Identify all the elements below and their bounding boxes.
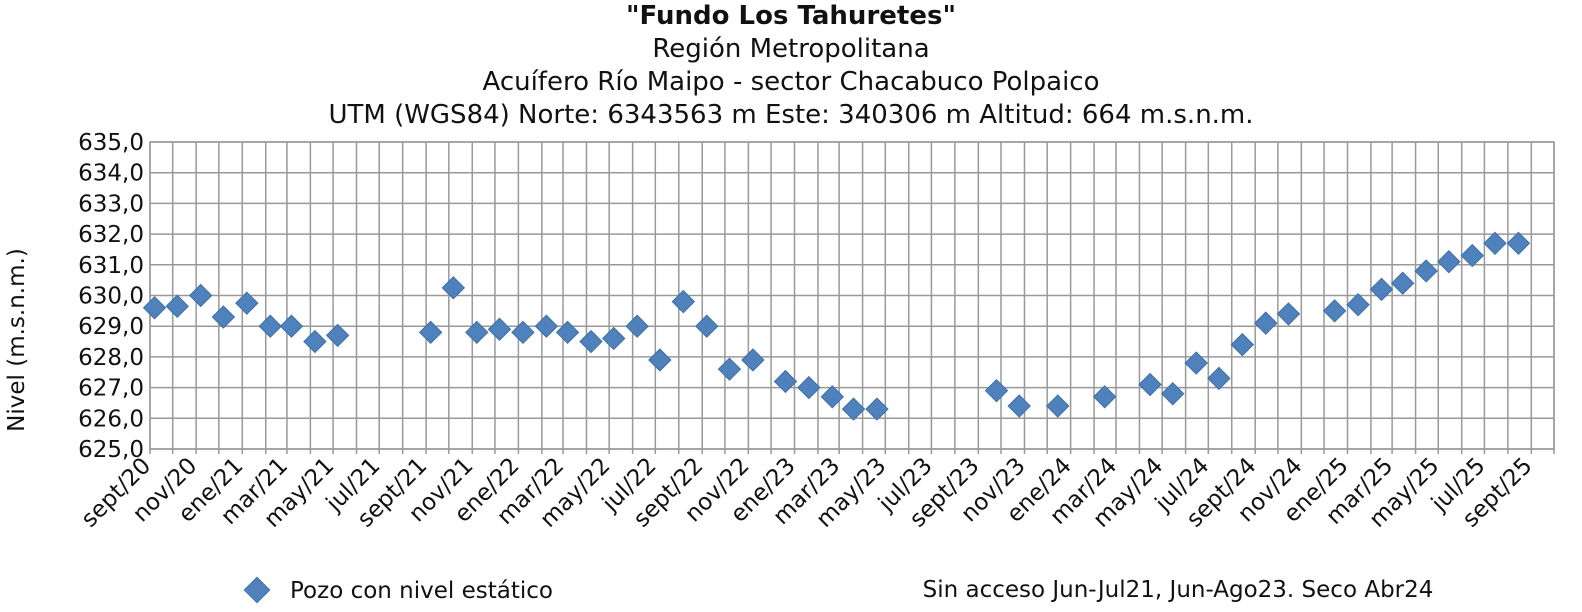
data-point [487,317,512,341]
data-point [625,314,649,338]
legend: Pozo con nivel estático [243,576,553,604]
y-tick-label: 634,0 [78,161,144,187]
data-point [1184,351,1208,375]
y-tick-label: 625,0 [78,437,144,463]
legend-marker-icon [243,576,271,604]
y-axis-ticks: 625,0 626,0 627,0 628,0 629,0 630,0 631,0 632,0… [78,130,144,463]
data-point [602,326,626,351]
data-point [235,291,259,315]
x-axis-ticks: sept/20nov/20ene/21mar/21may/21jul/21sep… [76,453,1537,533]
plot-frame [149,141,1555,450]
data-point [1322,299,1347,323]
y-tick-label: 629,0 [78,314,144,340]
data-point [579,329,603,354]
data-point [648,348,672,372]
data-point [984,378,1009,403]
data-point [279,314,304,338]
data-point [142,296,167,320]
chart-subtitle-coordinates: UTM (WGS84) Norte: 6343563 m Este: 34030… [328,100,1254,130]
data-point [188,283,213,308]
y-tick-label: 626,0 [78,406,144,432]
data-point [1390,271,1415,295]
data-point [1483,231,1507,256]
data-point [741,348,765,372]
data-point [865,397,889,421]
chart-titles: "Fundo Los Tahuretes" Región Metropolita… [0,0,1582,132]
data-point [325,323,350,348]
y-tick-label: 633,0 [78,191,144,217]
data-point [1346,293,1370,317]
chart-subtitle-aquifer: Acuífero Río Maipo - sector Chacabuco Po… [482,67,1100,97]
data-point [555,320,580,345]
data-point [303,329,327,354]
data-point [773,369,798,394]
data-point [797,375,821,400]
data-point [1092,385,1117,409]
y-tick-label: 631,0 [78,253,144,279]
y-tick-label: 630,0 [78,284,144,310]
data-point [1369,277,1394,302]
data-point [441,276,466,300]
data-point [1460,243,1485,268]
data-point [1506,231,1531,256]
legend-label: Pozo con nivel estático [290,578,553,604]
chart-note: Sin acceso Jun-Jul21, Jun-Ago23. Seco Ab… [923,577,1434,603]
data-point [1007,394,1031,418]
data-point [1230,332,1255,357]
data-point [695,314,719,338]
y-tick-label: 628,0 [78,345,144,371]
data-point [465,320,489,345]
data-point [820,385,845,409]
data-point [258,314,282,338]
data-point [418,320,443,345]
data-point [1276,302,1301,326]
data-point [1138,372,1162,397]
data-point [1161,382,1185,406]
data-point [211,305,236,329]
data-point [1437,250,1461,274]
data-point [841,397,866,421]
data-point [1414,259,1438,283]
y-axis-label: Nivel (m.s.n.m.) [4,248,30,432]
data-point [671,289,696,314]
data-point [1207,366,1231,391]
data-point [165,294,189,318]
y-tick-label: 627,0 [78,376,144,402]
y-tick-label: 632,0 [78,222,144,248]
y-tick-label: 635,0 [78,130,144,156]
data-point [534,314,559,338]
data-point [1046,394,1070,418]
chart-subtitle-region: Región Metropolitana [652,34,930,64]
chart-title: "Fundo Los Tahuretes" [625,1,956,31]
data-point [1254,311,1278,335]
data-points [142,231,1531,421]
data-point [511,320,535,345]
data-point [717,357,742,381]
